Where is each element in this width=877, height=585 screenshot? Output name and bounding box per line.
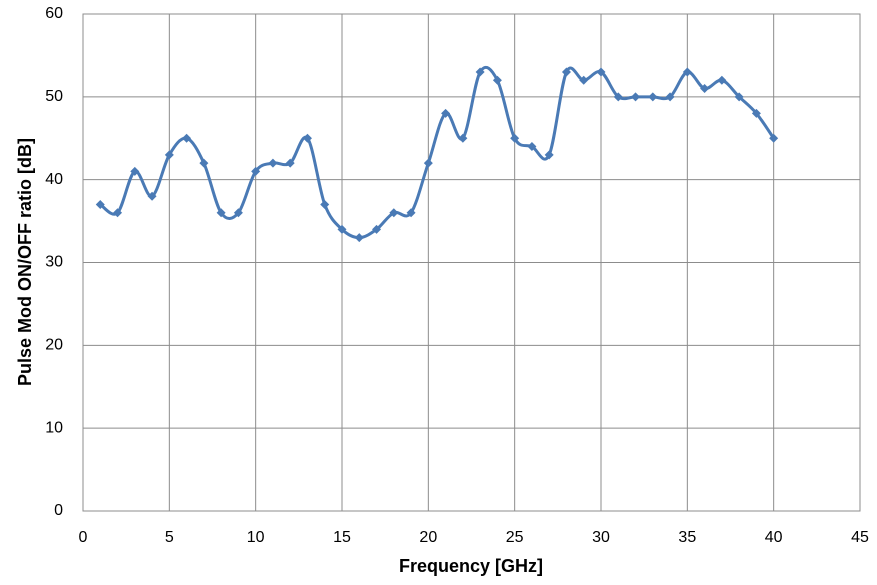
data-point	[406, 208, 416, 218]
data-point	[751, 108, 761, 118]
data-point	[147, 191, 157, 201]
data-point	[492, 75, 502, 85]
data-point	[337, 224, 347, 234]
data-point	[613, 92, 623, 102]
data-point	[544, 150, 554, 160]
y-tick-label: 50	[45, 88, 63, 105]
data-point	[475, 67, 485, 77]
data-point	[631, 92, 641, 102]
data-point	[199, 158, 209, 168]
x-tick-label: 45	[851, 529, 869, 546]
x-axis-title: Frequency [GHz]	[399, 556, 543, 576]
y-tick-label: 10	[45, 419, 63, 436]
data-point	[320, 200, 330, 210]
data-point	[682, 67, 692, 77]
data-point	[268, 158, 278, 168]
data-point	[458, 133, 468, 143]
data-point	[769, 133, 779, 143]
data-point	[372, 224, 382, 234]
y-tick-label: 0	[54, 502, 63, 519]
x-tick-label: 0	[79, 529, 88, 546]
x-tick-label: 40	[765, 529, 783, 546]
x-tick-label: 5	[165, 529, 174, 546]
y-tick-label: 60	[45, 5, 63, 22]
data-point	[596, 67, 606, 77]
data-point	[579, 75, 589, 85]
data-point	[164, 150, 174, 160]
data-point	[95, 200, 105, 210]
data-point	[285, 158, 295, 168]
y-tick-label: 30	[45, 254, 63, 271]
x-tick-label: 30	[592, 529, 610, 546]
data-point	[527, 142, 537, 152]
plot-border	[82, 13, 861, 512]
x-tick-label: 15	[333, 529, 351, 546]
data-point	[717, 75, 727, 85]
data-point	[251, 166, 261, 176]
data-point	[734, 92, 744, 102]
data-point	[510, 133, 520, 143]
data-point	[216, 208, 226, 218]
data-point	[561, 67, 571, 77]
series-line	[99, 65, 775, 240]
data-point	[389, 208, 399, 218]
data-point	[665, 92, 675, 102]
data-point	[648, 92, 658, 102]
y-tick-label: 40	[45, 171, 63, 188]
data-point	[354, 233, 364, 243]
x-tick-label: 25	[506, 529, 524, 546]
data-point	[113, 208, 123, 218]
y-tick-label: 20	[45, 337, 63, 354]
data-point	[130, 166, 140, 176]
data-point	[700, 84, 710, 94]
data-point	[233, 208, 243, 218]
x-tick-label: 20	[419, 529, 437, 546]
data-point	[302, 133, 312, 143]
data-point	[423, 158, 433, 168]
y-axis-title: Pulse Mod ON/OFF ratio [dB]	[15, 138, 35, 386]
data-point	[441, 108, 451, 118]
data-point	[182, 133, 192, 143]
x-tick-label: 10	[247, 529, 265, 546]
x-tick-label: 35	[678, 529, 696, 546]
